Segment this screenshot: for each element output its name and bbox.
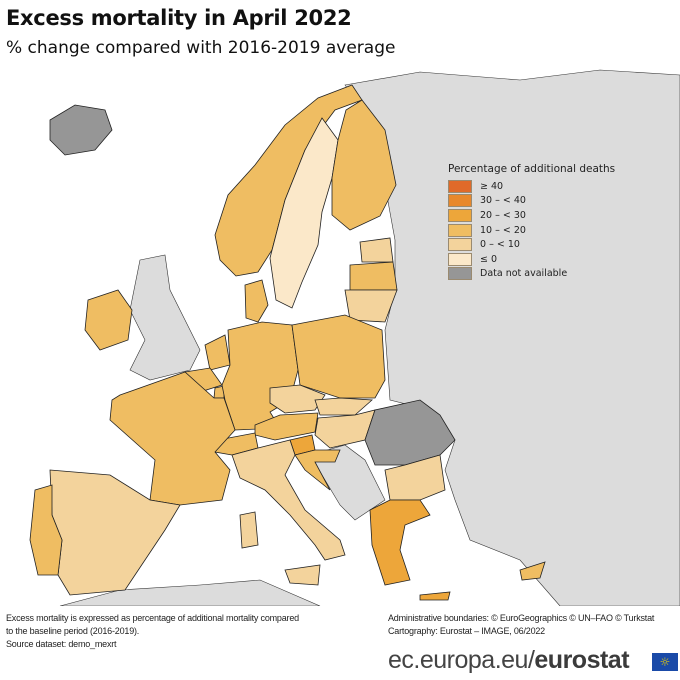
legend-item: 10 – < 20 [448,223,615,238]
footer-note: Excess mortality is expressed as percent… [6,612,299,651]
eu-flag-icon: ☼ [652,653,678,671]
legend-item: 30 – < 40 [448,194,615,209]
europe-map [29,69,680,606]
country-PT [29,484,63,576]
legend-label: ≥ 40 [480,180,504,192]
legend-label: 20 – < 30 [480,209,526,221]
legend-swatch [448,179,472,193]
country-SE [269,117,339,309]
legend-title: Percentage of additional deaths [448,163,616,175]
map-title: Excess mortality in April 2022 [6,6,352,30]
legend-item: 0 – < 10 [448,237,615,252]
country-IT [231,439,346,586]
country-IE [84,289,133,351]
note-line-2: to the baseline period (2016-2019). [6,626,140,636]
footer-credits: Administrative boundaries: © EuroGeograp… [388,612,654,638]
country-HR [294,449,341,491]
map-subtitle: % change compared with 2016-2019 average [6,38,396,58]
legend-swatch [448,194,472,208]
country-EE [359,237,394,263]
legend-label: ≤ 0 [480,253,498,265]
country-NL [204,334,231,371]
country-LV [349,261,398,291]
country-FR [109,371,236,506]
country-EL [369,499,451,601]
legend-label: 0 – < 10 [480,239,520,251]
country-CY [519,561,546,581]
country-CZ [269,384,326,414]
legend-label: 30 – < 40 [480,195,526,207]
country-NO [214,84,363,277]
country-DK [244,279,269,323]
boundaries-credit: Administrative boundaries: © EuroGeograp… [388,613,655,623]
country-SK [314,397,373,416]
legend-label: Data not available [480,268,568,280]
legend-item: 20 – < 30 [448,208,615,223]
land-east [344,69,680,606]
country-FI [331,99,397,231]
brand-name: eurostat [534,646,630,674]
legend-item: ≤ 0 [448,252,615,267]
eurostat-url[interactable]: ec.europa.eu/eurostat [388,646,630,675]
country-DE [221,321,299,431]
land-uk [129,254,201,381]
legend-swatch [448,267,472,281]
note-line-1: Excess mortality is expressed as percent… [6,613,299,623]
source-dataset: Source dataset: demo_mexrt [6,639,117,649]
legend-swatch [448,252,472,266]
legend-item: Data not available [448,267,615,282]
legend-item: ≥ 40 [448,179,615,194]
legend-swatch [448,208,472,222]
country-RO [364,399,456,466]
legend-swatch [448,238,472,252]
map-legend: Percentage of additional deaths ≥ 40 30 –… [448,163,615,281]
country-LT [344,289,398,323]
legend-label: 10 – < 20 [480,224,526,236]
brand-prefix: ec.europa.eu/ [388,646,535,674]
country-IS [49,104,113,156]
cartography-credit: Cartography: Eurostat – IMAGE, 06/2022 [388,626,545,636]
land-balkans [309,444,386,521]
country-PL [291,314,386,399]
legend-swatch [448,223,472,237]
eu-flag-stars: ☼ [659,655,671,669]
land-africa [59,579,321,606]
